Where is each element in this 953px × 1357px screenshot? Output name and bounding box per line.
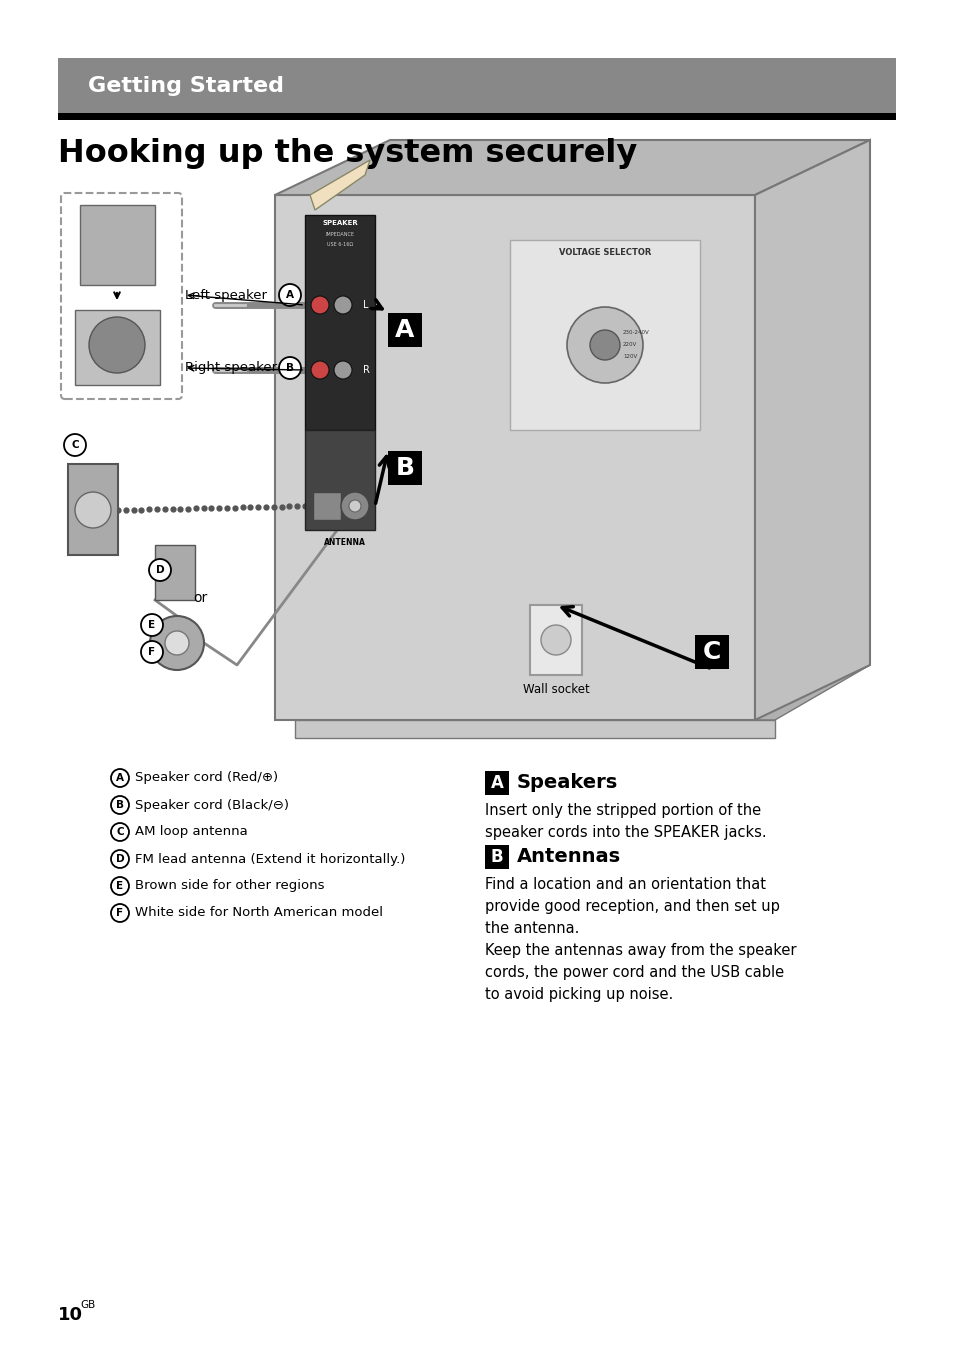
Circle shape xyxy=(111,904,129,921)
Text: E: E xyxy=(116,881,124,892)
Bar xyxy=(484,771,509,795)
Circle shape xyxy=(278,284,301,305)
Circle shape xyxy=(334,361,352,379)
Circle shape xyxy=(111,849,129,868)
Bar xyxy=(154,546,194,600)
Text: D: D xyxy=(115,854,124,864)
Text: Find a location and an orientation that: Find a location and an orientation that xyxy=(484,877,765,892)
Text: C: C xyxy=(702,641,720,664)
Text: Wall socket: Wall socket xyxy=(522,683,589,696)
Bar xyxy=(484,845,509,868)
Circle shape xyxy=(89,318,145,373)
Polygon shape xyxy=(294,665,869,721)
Text: IMPEDANCE: IMPEDANCE xyxy=(325,232,355,237)
Bar xyxy=(695,635,728,669)
Text: F: F xyxy=(149,647,155,657)
Text: D: D xyxy=(155,565,164,575)
Polygon shape xyxy=(274,140,869,195)
Circle shape xyxy=(111,822,129,841)
Text: B: B xyxy=(116,801,124,810)
Text: the antenna.: the antenna. xyxy=(484,921,578,936)
Bar xyxy=(75,309,160,385)
Circle shape xyxy=(64,434,86,456)
Circle shape xyxy=(334,296,352,313)
Text: 10: 10 xyxy=(58,1305,83,1324)
Bar xyxy=(510,240,700,430)
Text: Speakers: Speakers xyxy=(517,773,618,792)
Text: Speaker cord (Black/⊖): Speaker cord (Black/⊖) xyxy=(135,798,289,811)
Text: Hooking up the system securely: Hooking up the system securely xyxy=(58,138,637,170)
Text: Speaker cord (Red/⊕): Speaker cord (Red/⊕) xyxy=(135,772,278,784)
Circle shape xyxy=(111,769,129,787)
Circle shape xyxy=(165,631,189,655)
Bar xyxy=(274,195,754,721)
Bar xyxy=(58,113,895,119)
Text: B: B xyxy=(490,848,503,866)
Text: 120V: 120V xyxy=(622,354,637,360)
Circle shape xyxy=(311,361,329,379)
Bar xyxy=(58,58,895,113)
FancyBboxPatch shape xyxy=(61,193,182,399)
Circle shape xyxy=(141,641,163,664)
Circle shape xyxy=(349,499,360,512)
Text: Insert only the stripped portion of the: Insert only the stripped portion of the xyxy=(484,803,760,818)
Text: Getting Started: Getting Started xyxy=(88,76,284,95)
Circle shape xyxy=(75,493,111,528)
Bar xyxy=(305,214,375,430)
Text: USE 6-16Ω: USE 6-16Ω xyxy=(327,242,353,247)
Text: or: or xyxy=(193,592,207,605)
Text: C: C xyxy=(116,826,124,837)
Circle shape xyxy=(149,559,171,581)
Text: FM lead antenna (Extend it horizontally.): FM lead antenna (Extend it horizontally.… xyxy=(135,852,405,866)
Text: cords, the power cord and the USB cable: cords, the power cord and the USB cable xyxy=(484,965,783,980)
Circle shape xyxy=(540,626,571,655)
Circle shape xyxy=(566,307,642,383)
Text: A: A xyxy=(116,773,124,783)
Circle shape xyxy=(150,616,204,670)
Text: AM loop antenna: AM loop antenna xyxy=(135,825,248,839)
Text: Brown side for other regions: Brown side for other regions xyxy=(135,879,324,893)
Bar xyxy=(388,313,421,347)
Bar xyxy=(530,605,581,674)
Text: SPEAKER: SPEAKER xyxy=(322,220,357,227)
Circle shape xyxy=(589,330,619,360)
Bar xyxy=(80,205,154,285)
Text: 220V: 220V xyxy=(622,342,637,347)
Text: GB: GB xyxy=(80,1300,95,1310)
Bar xyxy=(294,721,774,738)
Text: A: A xyxy=(490,773,503,792)
Text: L: L xyxy=(363,300,369,309)
Text: A: A xyxy=(395,318,415,342)
Polygon shape xyxy=(754,140,869,721)
Text: Keep the antennas away from the speaker: Keep the antennas away from the speaker xyxy=(484,943,796,958)
Text: to avoid picking up noise.: to avoid picking up noise. xyxy=(484,987,673,1001)
Text: White side for North American model: White side for North American model xyxy=(135,906,382,920)
Circle shape xyxy=(340,493,369,520)
Text: ANTENNA: ANTENNA xyxy=(324,537,366,547)
Text: B: B xyxy=(286,364,294,373)
Text: F: F xyxy=(116,908,124,917)
Circle shape xyxy=(111,797,129,814)
Text: VOLTAGE SELECTOR: VOLTAGE SELECTOR xyxy=(558,248,651,256)
Text: Right speaker: Right speaker xyxy=(185,361,276,375)
Circle shape xyxy=(111,877,129,896)
Circle shape xyxy=(278,357,301,379)
Text: R: R xyxy=(362,365,369,375)
Bar xyxy=(68,464,118,555)
Bar xyxy=(388,451,421,484)
Text: A: A xyxy=(286,290,294,300)
Bar xyxy=(305,430,375,531)
Polygon shape xyxy=(310,160,370,210)
Text: C: C xyxy=(71,440,79,451)
Text: Left speaker: Left speaker xyxy=(185,289,267,301)
Text: Antennas: Antennas xyxy=(517,848,620,867)
Text: E: E xyxy=(149,620,155,630)
Text: 230-240V: 230-240V xyxy=(622,331,649,335)
Text: provide good reception, and then set up: provide good reception, and then set up xyxy=(484,898,779,915)
Text: B: B xyxy=(395,456,414,480)
Circle shape xyxy=(141,613,163,636)
Text: speaker cords into the SPEAKER jacks.: speaker cords into the SPEAKER jacks. xyxy=(484,825,766,840)
Circle shape xyxy=(311,296,329,313)
Bar xyxy=(313,493,340,520)
